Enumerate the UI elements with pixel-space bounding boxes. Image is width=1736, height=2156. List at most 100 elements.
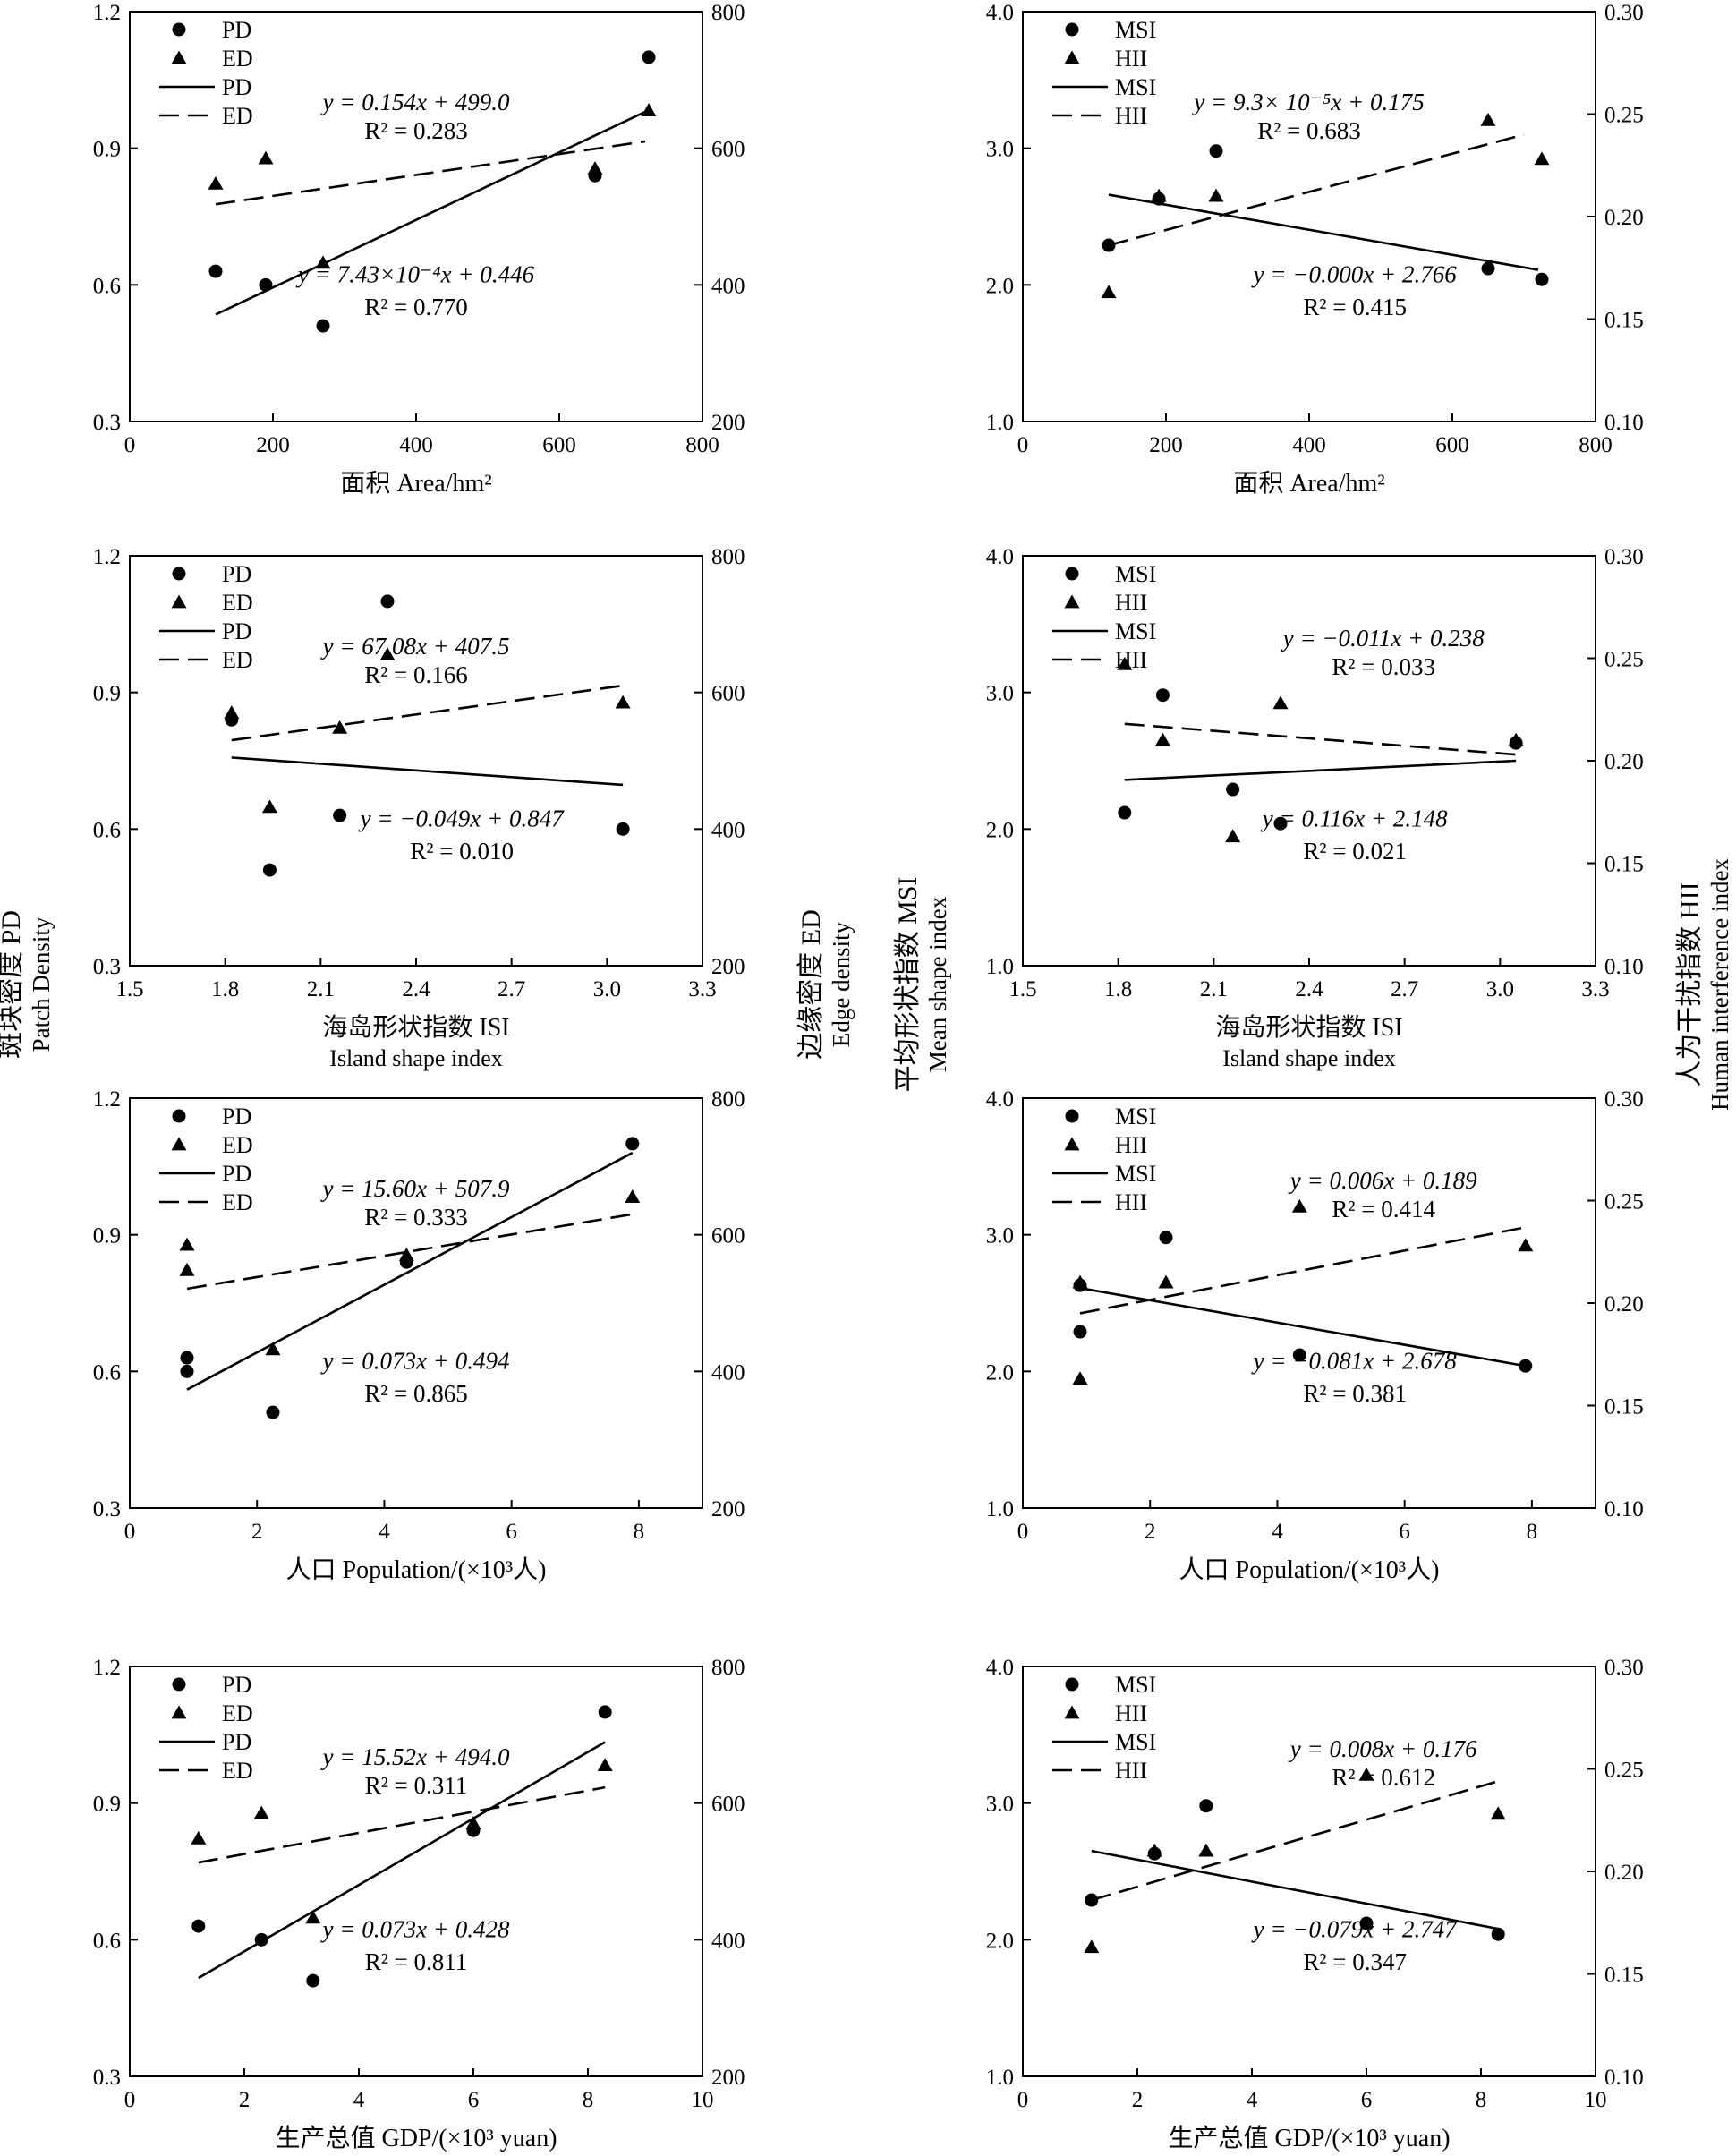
x-tick-label: 600: [542, 433, 576, 457]
legend-label: HII: [1115, 1189, 1147, 1215]
point-msi: [1085, 1893, 1099, 1907]
x-tick-label: 200: [1149, 433, 1183, 457]
point-hii: [1208, 188, 1224, 202]
point-pd: [208, 264, 223, 278]
left-y-axis-title-msi: 平均形状指数 MSI Mean shape index: [893, 877, 951, 1093]
y-tick-label-left: 0.6: [93, 1929, 121, 1953]
x-tick-label: 8: [1527, 1520, 1538, 1544]
point-hii: [1518, 1238, 1534, 1252]
point-ed: [625, 1189, 641, 1204]
y-tick-label-right: 0.15: [1604, 1964, 1644, 1988]
point-msi: [1073, 1325, 1087, 1339]
x-tick-label: 1.8: [211, 977, 239, 1001]
point-hii: [1291, 1198, 1307, 1213]
legend-label: MSI: [1115, 618, 1156, 644]
legend-marker-triangle: [171, 1705, 187, 1719]
point-msi: [1118, 805, 1132, 820]
legend-label: HII: [1115, 590, 1147, 616]
y-tick-label-right: 200: [711, 411, 745, 435]
fit-line-ed: [231, 684, 624, 742]
y-tick-label-right: 0.15: [1604, 853, 1644, 877]
y-tick-label-right: 400: [711, 1360, 745, 1385]
legend-label: MSI: [1115, 74, 1156, 100]
y-title-hii-cn: 人为干扰指数 HII: [1675, 882, 1705, 1087]
y-tick-label-left: 3.0: [986, 1224, 1014, 1248]
y-tick-label-right: 0.30: [1604, 1, 1644, 25]
legend-marker-circle: [1065, 22, 1079, 37]
regression-equation: y = 15.60x + 507.9: [320, 1175, 510, 1202]
point-ed: [315, 255, 331, 269]
y-tick-label-left: 1.2: [93, 1656, 121, 1680]
x-tick-label: 2.7: [498, 977, 525, 1001]
legend-marker-triangle: [171, 1137, 187, 1151]
x-tick-label: 0: [1017, 1520, 1029, 1544]
y-tick-label-right: 0.15: [1604, 309, 1644, 333]
chart-panel-6: 0 2 4 6 8 1.0 2.0 3.0 4.0 0.10 0.15 0.20 0.25 0.30 人口 …: [986, 1087, 1644, 1584]
point-pd: [306, 1973, 320, 1988]
regression-equation: y = −0.081x + 2.678: [1251, 1347, 1458, 1374]
y-tick-label-left: 4.0: [986, 1656, 1014, 1680]
legend-label: PD: [222, 561, 251, 587]
right-y-axis-title-ed: 边缘密度 ED Edge density: [796, 909, 855, 1060]
y-tick-label-right: 800: [711, 1087, 745, 1112]
point-msi: [1159, 1231, 1173, 1245]
regression-equation: y = −0.049x + 0.847: [358, 805, 566, 831]
regression-equation: y = 67.08x + 407.5: [320, 633, 510, 660]
y-tick-label-right: 600: [711, 682, 745, 706]
chart-panel-5: 0 2 4 6 8 0.3 0.6 0.9 1.2 200 400 600 800 人口 Populati…: [93, 1087, 745, 1584]
r-squared: R² = 0.311: [365, 1772, 468, 1799]
left-y-axis-title-pd: 斑块密度 PD Patch Density: [0, 910, 55, 1059]
y-tick-label-right: 200: [711, 1497, 745, 1521]
x-tick-label: 0: [124, 433, 136, 457]
x-tick-label: 2: [1132, 2088, 1144, 2112]
y-tick-label-left: 0.9: [93, 138, 121, 162]
legend-marker-circle: [1065, 1109, 1079, 1123]
point-ed: [379, 647, 396, 661]
fit-line-hii: [1079, 1225, 1527, 1315]
x-tick-label: 3.0: [593, 977, 621, 1001]
point-pd: [180, 1351, 194, 1365]
legend-label: PD: [222, 1161, 251, 1187]
legend-label: HII: [1115, 1132, 1147, 1158]
y-title-ed-cn: 边缘密度 ED: [796, 909, 826, 1060]
y-tick-label-right: 0.15: [1604, 1395, 1644, 1419]
point-ed: [597, 1758, 613, 1772]
legend-label: ED: [222, 1189, 253, 1215]
fit-line-pd: [186, 1151, 634, 1391]
fit-line-ed: [186, 1213, 633, 1291]
point-ed: [265, 1342, 281, 1356]
x-tick-label: 2: [251, 1520, 263, 1544]
point-ed: [179, 1262, 195, 1276]
y-tick-label-right: 200: [711, 2066, 745, 2090]
x-tick-label: 0: [1017, 433, 1029, 457]
y-tick-label-right: 800: [711, 545, 745, 569]
point-hii: [1151, 188, 1167, 202]
x-tick-label: 10: [692, 2088, 714, 2112]
point-hii: [1225, 829, 1241, 843]
x-tick-label: 8: [1476, 2088, 1487, 2112]
fit-line-ed: [198, 1785, 606, 1864]
legend-marker-circle: [172, 567, 186, 581]
y-tick-label-left: 0.3: [93, 955, 121, 979]
y-tick-label-right: 800: [711, 1, 745, 25]
point-hii: [1198, 1843, 1214, 1857]
regression-equation: y = −0.011x + 0.238: [1281, 625, 1485, 652]
point-msi: [1209, 144, 1223, 158]
regression-equation: y = 0.154x + 499.0: [320, 89, 510, 115]
x-tick-label: 0: [1017, 2088, 1029, 2112]
point-hii: [1072, 1274, 1088, 1289]
y-title-pd-cn: 斑块密度 PD: [0, 910, 26, 1059]
point-msi: [1481, 261, 1495, 276]
r-squared: R² = 0.021: [1303, 838, 1407, 865]
x-tick-label: 2.1: [1200, 977, 1228, 1001]
legend-label: HII: [1115, 647, 1147, 673]
x-tick-label: 1.8: [1104, 977, 1132, 1001]
y-tick-label-right: 400: [711, 1929, 745, 1953]
y-title-hii-en: Human interference index: [1706, 858, 1733, 1111]
plot-frame: [129, 11, 703, 422]
y-tick-label-right: 0.10: [1604, 2066, 1644, 2090]
fit-line-msi: [1091, 1849, 1499, 1930]
legend-label: PD: [222, 1672, 251, 1698]
x-tick-label: 0: [124, 2088, 136, 2112]
legend-label: PD: [222, 17, 251, 43]
